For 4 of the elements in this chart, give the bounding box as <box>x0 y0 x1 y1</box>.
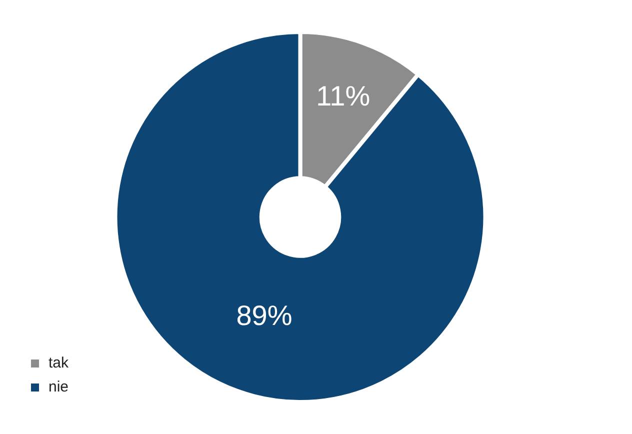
legend-label: nie <box>48 378 69 396</box>
data-label: 11% <box>316 80 370 112</box>
legend-label: tak <box>48 354 70 372</box>
data-label: 89% <box>236 300 292 331</box>
